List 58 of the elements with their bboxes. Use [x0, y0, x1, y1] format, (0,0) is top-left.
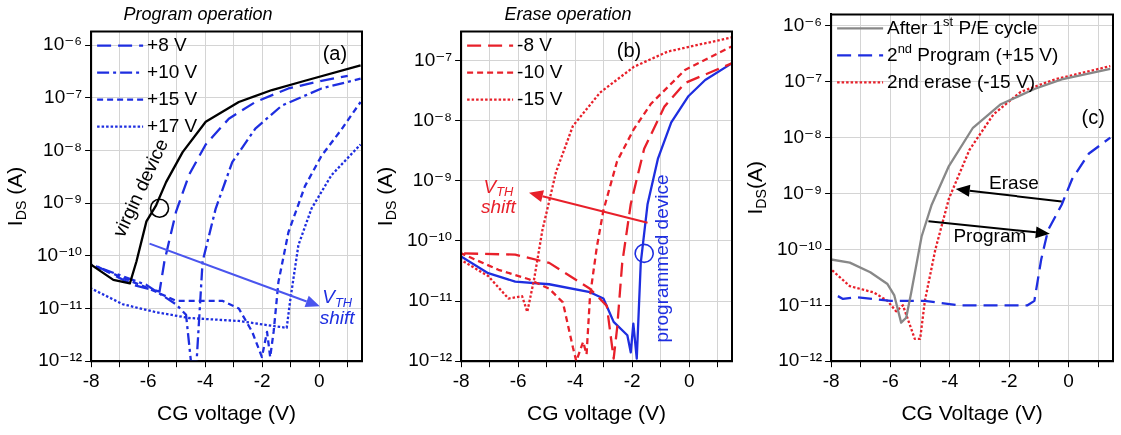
y-tick-label: 10⁻⁷: [414, 48, 453, 70]
x-tick-label: -6: [882, 369, 899, 391]
y-tick-label: 10⁻⁷: [784, 69, 823, 91]
annotation: (c): [1081, 105, 1105, 128]
y-axis-title: IDS (A): [2, 166, 29, 227]
y-tick-label: 10⁻¹⁰: [407, 229, 453, 251]
legend-label: -10 V: [517, 60, 563, 82]
legend-label: +15 V: [147, 87, 198, 109]
annotation: Erase: [989, 171, 1039, 193]
y-tick-label: 10⁻⁸: [412, 108, 453, 130]
y-tick-label: 10⁻⁶: [43, 33, 83, 55]
y-tick-label: 10⁻¹¹: [408, 289, 453, 311]
x-tick-label: -4: [566, 369, 585, 391]
y-tick-label: 10⁻¹²: [778, 349, 823, 371]
annotation: (b): [616, 38, 642, 61]
x-tick-label: 0: [1063, 369, 1074, 391]
x-tick-label: -6: [139, 369, 157, 391]
annotation: Program: [953, 224, 1027, 246]
y-tick-label: 10⁻⁹: [42, 191, 83, 213]
y-tick-label: 10⁻⁷: [44, 85, 83, 107]
x-tick-label: -2: [253, 369, 271, 391]
x-tick-label: -8: [452, 369, 470, 391]
x-tick-label: -2: [623, 369, 641, 391]
legend-label: -15 V: [517, 87, 563, 109]
x-tick-label: -8: [82, 369, 100, 391]
x-tick-label: -6: [509, 369, 527, 391]
x-tick-label: -2: [1000, 369, 1018, 391]
y-tick-label: 10⁻⁸: [42, 138, 83, 160]
y-tick-label: 10⁻¹⁰: [777, 237, 823, 259]
y-tick-label: 10⁻¹¹: [38, 296, 83, 318]
legend-label: 2nd erase (-15 V): [887, 70, 1035, 92]
annotation: programmed device: [650, 174, 672, 343]
chart-title: Erase operation: [504, 3, 632, 24]
legend-label: +17 V: [147, 114, 198, 136]
x-tick-label: 0: [313, 369, 325, 391]
legend-label: +10 V: [147, 60, 198, 82]
x-tick-label: 0: [683, 369, 695, 391]
y-axis-title: IDS (A): [372, 166, 399, 227]
x-axis-title: CG voltage (V): [527, 400, 666, 424]
y-tick-label: 10⁻⁶: [783, 14, 823, 36]
annotation: virgin device: [108, 135, 172, 241]
y-tick-label: 10⁻⁹: [412, 168, 453, 190]
x-tick-label: -4: [196, 369, 215, 391]
legend-label: -8 V: [517, 33, 553, 55]
y-tick-label: 10⁻¹²: [38, 349, 83, 371]
legend-label: +8 V: [147, 33, 188, 55]
x-tick-label: -4: [941, 369, 959, 391]
y-axis-title: IDS(A): [742, 160, 769, 215]
y-tick-label: 10⁻¹⁰: [37, 244, 83, 266]
annotation: (a): [322, 42, 348, 65]
chart-title: Program operation: [123, 3, 273, 24]
y-tick-label: 10⁻⁹: [782, 181, 823, 203]
y-tick-label: 10⁻⁸: [782, 125, 823, 147]
x-axis-title: CG voltage (V): [157, 400, 296, 424]
y-tick-label: 10⁻¹¹: [778, 293, 823, 315]
x-tick-label: -8: [822, 369, 840, 391]
x-axis-title: CG Voltage (V): [901, 400, 1043, 424]
y-tick-label: 10⁻¹²: [408, 349, 453, 371]
